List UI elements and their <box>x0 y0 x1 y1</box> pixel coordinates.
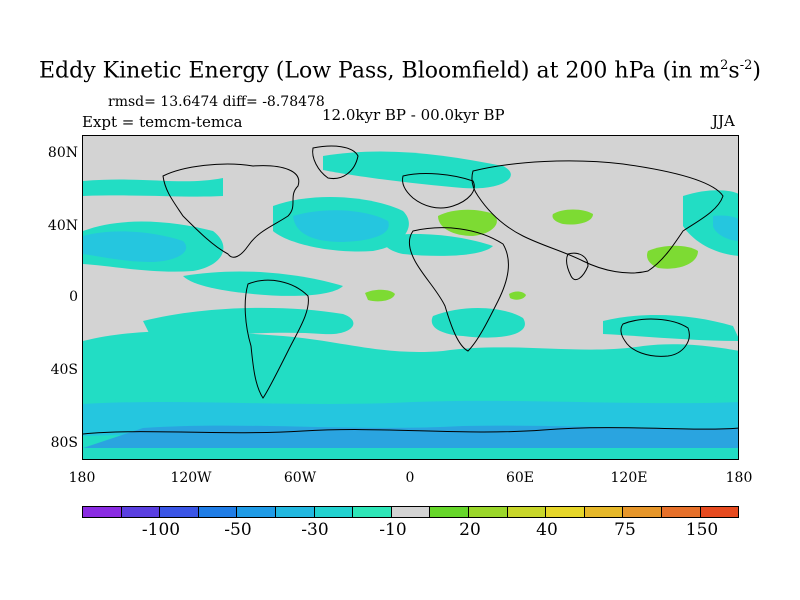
green-central-asia <box>552 209 593 225</box>
lat-label-0: 0 <box>69 289 78 305</box>
colorbar-swatch <box>661 507 701 517</box>
colorbar-label: 40 <box>536 520 558 540</box>
africa-outline <box>409 227 509 352</box>
colorbar-swatch <box>468 507 508 517</box>
green-atlantic-eq <box>365 289 395 302</box>
lon-label-180w: 180 <box>68 470 96 486</box>
indian-ocean-blob <box>431 307 525 338</box>
west-pacific-blob <box>683 190 738 256</box>
colorbar-label: 20 <box>459 520 481 540</box>
colorbar-swatch <box>83 507 122 517</box>
colorbar-swatch <box>700 507 739 517</box>
colorbar-label: -10 <box>379 520 407 540</box>
lat-label-40n: 40N <box>47 218 78 234</box>
europe-outline <box>402 173 475 209</box>
green-africa-eq <box>509 291 526 300</box>
colorbar-swatch <box>160 507 199 517</box>
colorbar-swatch <box>584 507 624 517</box>
experiment-label: Expt = temcm-temca <box>82 113 243 131</box>
south-pacific-strip <box>143 307 354 341</box>
lon-label-120w: 120W <box>170 470 212 486</box>
lat-label-80s: 80S <box>50 435 78 451</box>
colorbar-label: 150 <box>685 520 719 540</box>
colorbar-swatch <box>237 507 276 517</box>
tropical-pacific-band <box>183 271 343 296</box>
colorbar-label: 75 <box>614 520 636 540</box>
colorbar-label: -50 <box>224 520 252 540</box>
southern-ocean-band-2 <box>83 331 738 401</box>
north-atlantic-cyan <box>293 210 389 242</box>
colorbar-swatch <box>353 507 392 517</box>
colorbar-swatch <box>121 507 161 517</box>
rmsd-diff-stats: rmsd= 13.6474 diff= -8.78478 <box>108 94 325 110</box>
plot-title: Eddy Kinetic Energy (Low Pass, Bloomfiel… <box>39 58 761 84</box>
green-mediterranean <box>438 209 497 236</box>
colorbar-swatch <box>430 507 469 517</box>
lon-label-120e: 120E <box>610 470 648 486</box>
season-label: JJA <box>712 112 735 130</box>
greenland-outline <box>312 145 359 180</box>
india-outline <box>566 252 589 281</box>
west-pacific-cyan <box>713 215 738 241</box>
lon-label-60e: 60E <box>505 470 535 486</box>
green-east-asia <box>647 245 698 269</box>
north-america-outline <box>162 163 300 258</box>
colorbar-swatch <box>623 507 662 517</box>
lon-label-0: 0 <box>405 470 415 486</box>
colorbar-swatch <box>314 507 354 517</box>
world-map-field <box>82 135 739 460</box>
lat-label-80n: 80N <box>47 145 78 161</box>
eurasia-arctic-band <box>323 151 511 189</box>
south-america-outline <box>244 279 309 399</box>
south-blue-band <box>83 425 738 448</box>
asia-outline <box>471 160 724 274</box>
lon-label-180e: 180 <box>725 470 753 486</box>
colorbar-swatch <box>198 507 238 517</box>
antarctica-outline <box>83 427 738 435</box>
north-pacific-west-cyan <box>83 231 187 262</box>
colorbar-swatch <box>507 507 547 517</box>
colorbar <box>82 506 739 518</box>
colorbar-swatch <box>275 507 315 517</box>
colorbar-label: -30 <box>301 520 329 540</box>
colorbar-swatch <box>391 507 431 517</box>
lat-label-40s: 40S <box>50 362 78 378</box>
time-period-label: 12.0kyr BP - 00.0kyr BP <box>322 106 505 124</box>
aus-strip <box>603 314 738 341</box>
colorbar-swatch <box>546 507 585 517</box>
colorbar-label: -100 <box>141 520 181 540</box>
australia-outline <box>620 318 690 357</box>
lon-label-60w: 60W <box>283 470 317 486</box>
arctic-band <box>83 178 223 197</box>
